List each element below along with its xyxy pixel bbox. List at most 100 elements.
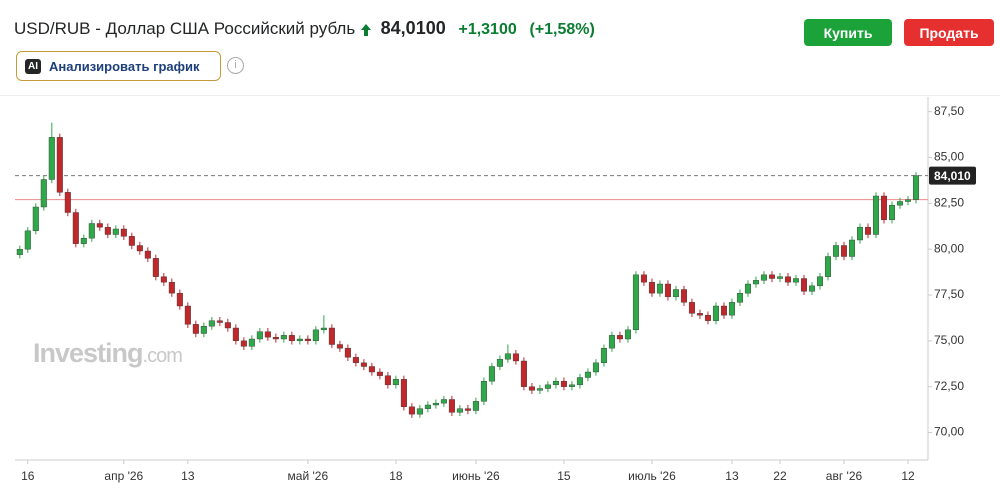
candle-body [64, 192, 71, 213]
candle-body [464, 408, 471, 411]
candle-body [584, 371, 591, 378]
candle-body [640, 274, 647, 283]
candle-body [56, 137, 63, 193]
candle-body [816, 276, 823, 287]
candle-body [616, 335, 623, 340]
candle-body [648, 281, 655, 294]
candle-body [856, 226, 863, 241]
candle-body [272, 336, 279, 340]
y-tick-label: 85,00 [934, 150, 964, 164]
candle-body [824, 256, 831, 277]
candle-body [448, 399, 455, 413]
candle-body [760, 274, 767, 281]
y-tick-label: 72,50 [934, 379, 964, 393]
x-tick-label: 18 [389, 469, 403, 483]
candle-body [192, 324, 199, 334]
x-tick-label: 12 [901, 469, 915, 483]
candle-body [728, 302, 735, 316]
candle-body [896, 201, 903, 206]
candle-body [528, 386, 535, 391]
candle-body [320, 327, 327, 331]
candle-body [312, 329, 319, 342]
candle-body [832, 245, 839, 257]
candle-body [736, 292, 743, 303]
candle-body [416, 408, 423, 415]
candle-body [88, 223, 95, 239]
analyze-button[interactable]: AI Анализировать график [16, 51, 221, 81]
candle-body [80, 237, 87, 244]
candle-body [104, 226, 111, 235]
candle-body [744, 283, 751, 294]
candle-body [336, 344, 343, 349]
candle-body [864, 226, 871, 235]
candle-body [280, 335, 287, 340]
last-price-label: 84,010 [934, 169, 971, 183]
change: +1,3100 [458, 21, 517, 38]
candle-body [48, 137, 55, 180]
candle-body [592, 362, 599, 373]
candle-body [800, 278, 807, 292]
candle-body [376, 371, 383, 376]
candle-body [632, 274, 639, 331]
candle-body [560, 380, 567, 387]
candle-body [424, 404, 431, 409]
up-arrow [360, 23, 371, 36]
watermark-suffix: .com [142, 345, 183, 367]
candle-body [664, 283, 671, 298]
info-icon[interactable]: i [227, 57, 244, 74]
x-tick-label: июнь '26 [452, 469, 500, 483]
watermark-brand: Investing [33, 338, 144, 368]
x-tick-label: июль '26 [628, 469, 676, 483]
candle-body [72, 212, 79, 244]
sell-button[interactable]: Продать [904, 19, 994, 46]
divider [0, 95, 1000, 96]
candle-body [152, 258, 159, 277]
candle-body [168, 281, 175, 294]
y-tick-label: 87,50 [934, 104, 964, 118]
candle-body [136, 245, 143, 252]
candle-body [400, 379, 407, 408]
candle-body [224, 322, 231, 329]
candle-body [600, 347, 607, 364]
candle-body [264, 331, 271, 338]
candle-body [480, 380, 487, 402]
candle-body [472, 401, 479, 411]
y-tick-label: 70,00 [934, 425, 964, 439]
candle-body [128, 236, 135, 246]
candle-body [248, 338, 255, 347]
candle-body [160, 276, 167, 283]
candle-body [408, 406, 415, 415]
candle-body [232, 327, 239, 342]
candle-body [16, 248, 23, 255]
x-tick-label: 13 [181, 469, 195, 483]
candle-body [912, 175, 919, 200]
analyze-label: Анализировать график [49, 58, 200, 74]
candle-body [784, 276, 791, 283]
candle-body [328, 327, 335, 345]
candle-body [848, 239, 855, 257]
candle-body [432, 402, 439, 406]
candle-body [184, 305, 191, 325]
candle-body [768, 274, 775, 279]
candle-body [576, 377, 583, 386]
candle-body [392, 379, 399, 386]
candle-body [40, 179, 47, 208]
title: USD/RUB - Доллар США Российский рубль [14, 19, 356, 38]
buy-button[interactable]: Купить [804, 19, 892, 46]
candle-body [456, 408, 463, 413]
candle-body [904, 199, 911, 202]
candle-body [792, 278, 799, 283]
candle-body [720, 305, 727, 316]
candle-body [512, 353, 519, 362]
candle-body [304, 338, 311, 342]
candle-body [144, 250, 151, 259]
candle-body [208, 320, 215, 327]
candle-body [200, 325, 207, 334]
x-tick-label: апр '26 [104, 469, 143, 483]
candle-body [216, 320, 223, 323]
y-tick-label: 75,00 [934, 333, 964, 347]
candle-body [680, 289, 687, 303]
candle-body [520, 360, 527, 387]
